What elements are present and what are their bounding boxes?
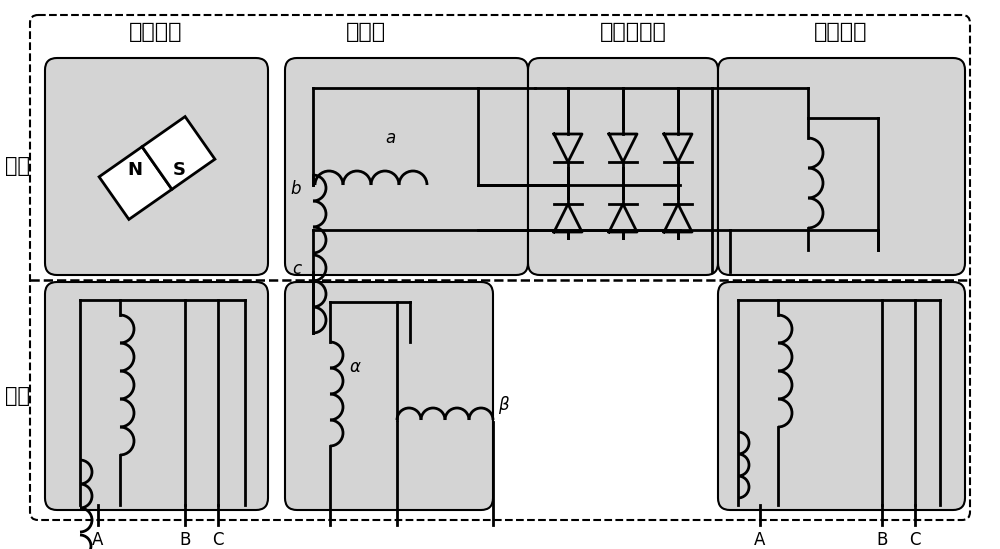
Text: C: C — [909, 531, 921, 549]
Text: 励磁机: 励磁机 — [346, 22, 386, 42]
FancyBboxPatch shape — [285, 58, 528, 275]
Text: S: S — [173, 161, 186, 179]
Text: α: α — [350, 358, 361, 376]
FancyBboxPatch shape — [718, 58, 965, 275]
Text: 定子: 定子 — [6, 386, 30, 406]
Text: 副励磁机: 副励磁机 — [129, 22, 183, 42]
Text: B: B — [876, 531, 888, 549]
Text: A: A — [754, 531, 766, 549]
Text: B: B — [179, 531, 191, 549]
FancyBboxPatch shape — [718, 282, 965, 510]
Text: 转子: 转子 — [6, 156, 30, 176]
Text: N: N — [128, 161, 143, 179]
FancyBboxPatch shape — [45, 58, 268, 275]
Text: c: c — [292, 260, 301, 278]
Polygon shape — [142, 116, 215, 189]
Polygon shape — [99, 147, 172, 220]
Text: β: β — [498, 396, 509, 414]
Text: 主发电机: 主发电机 — [814, 22, 868, 42]
Text: b: b — [290, 180, 301, 198]
Text: A: A — [92, 531, 104, 549]
FancyBboxPatch shape — [45, 282, 268, 510]
Text: a: a — [385, 129, 395, 147]
Text: 旋转整流器: 旋转整流器 — [600, 22, 666, 42]
FancyBboxPatch shape — [285, 282, 493, 510]
Text: C: C — [212, 531, 224, 549]
FancyBboxPatch shape — [528, 58, 718, 275]
